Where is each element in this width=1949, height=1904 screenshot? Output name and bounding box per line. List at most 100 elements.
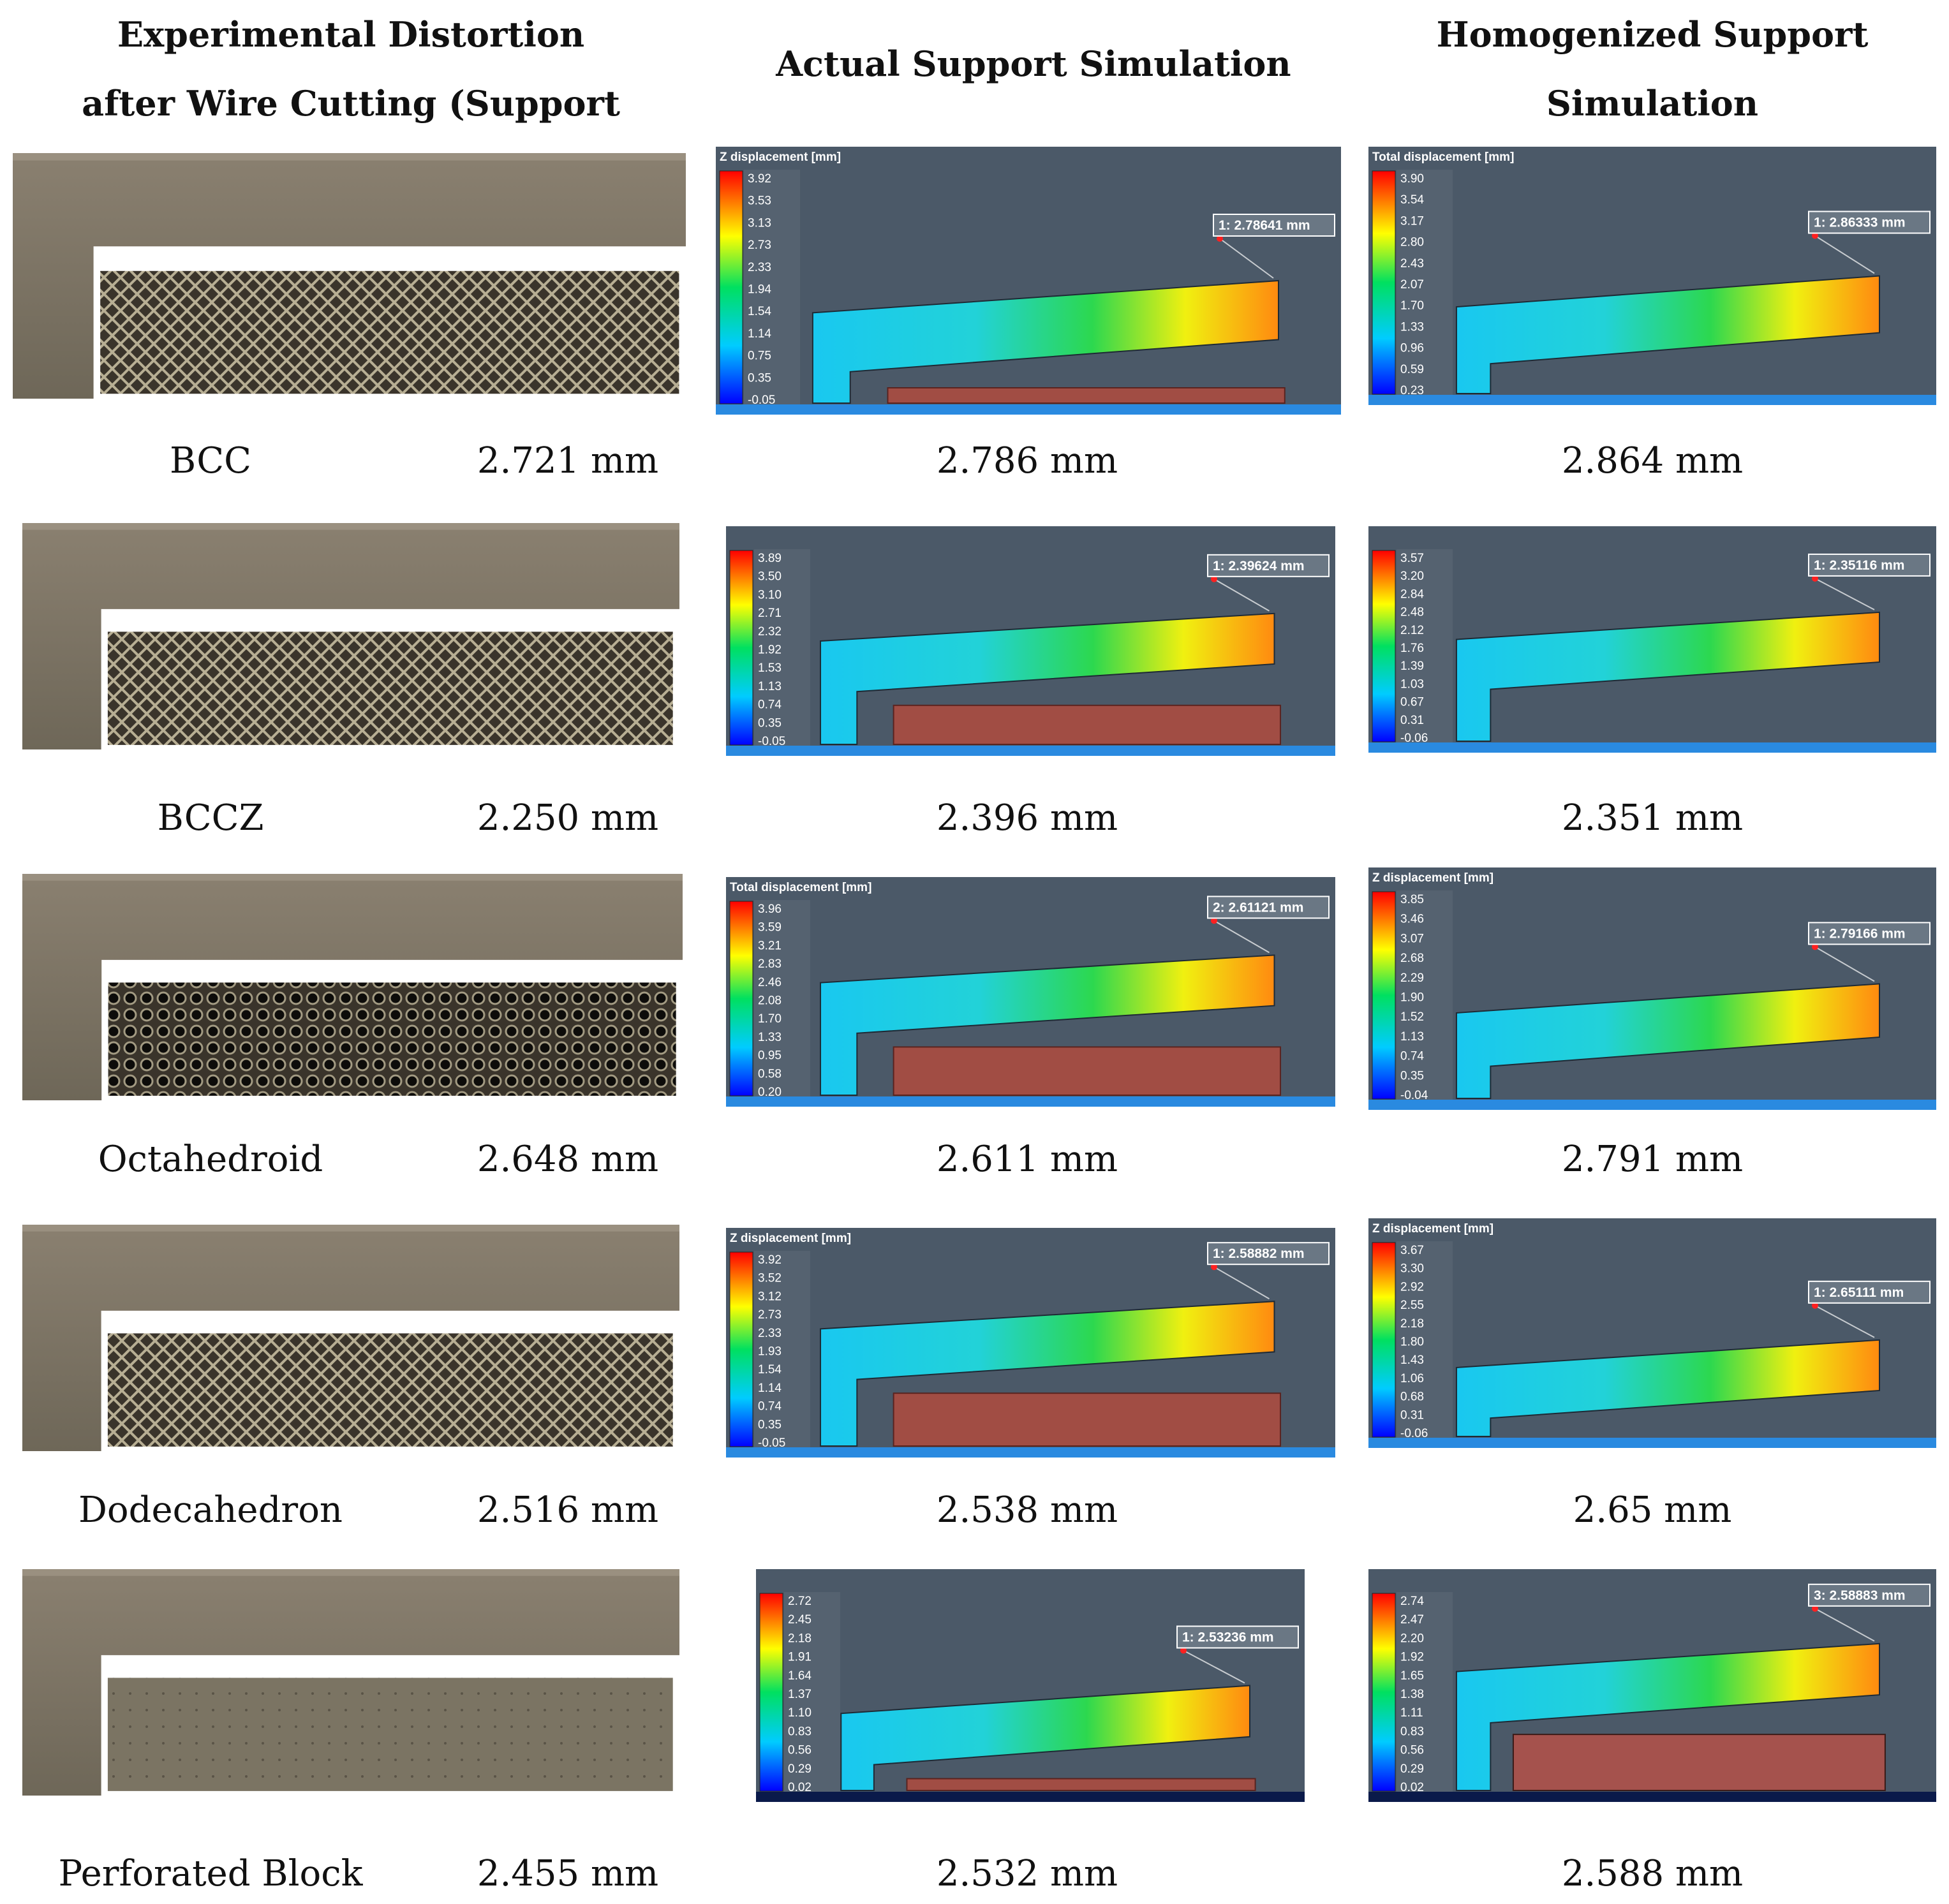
- homogenized-simulation-value: 2.351 mm: [1561, 797, 1744, 839]
- legend-tick-label: 1.14: [758, 1382, 782, 1395]
- legend-tick-label: 0.35: [758, 1418, 782, 1431]
- legend-tick-label: 1.65: [1400, 1669, 1424, 1683]
- legend-tick-label: 2.07: [1400, 278, 1424, 292]
- experimental-photo-frame: [22, 1569, 679, 1796]
- actual-support-simulation: 3.89 3.50 3.10 2.71 2.32 1.92 1.53 1.13 0.74 0.35…: [726, 526, 1335, 756]
- header-actual: Actual Support Simulation: [715, 29, 1352, 98]
- homogenized-support-simulation: Z displacement [mm] 3.85 3.46 3.07 2.68 2.29 1…: [1368, 867, 1936, 1110]
- table-row: Total displacement [mm] 3.96 3.59 3.21 2.83 2…: [0, 867, 1949, 1190]
- legend-tick-label: 3.96: [758, 903, 782, 916]
- legend-tick-label: 0.74: [758, 698, 782, 712]
- legend-tick-label: 1.37: [788, 1688, 811, 1701]
- probe-label: [1808, 922, 1930, 945]
- deformed-part: [820, 954, 1275, 1096]
- legend-tick-label: 0.58: [758, 1067, 782, 1081]
- experimental-photo-frame: [22, 1225, 679, 1451]
- legend-tick-label: 1.92: [758, 644, 782, 657]
- legend-tick-label: 2.74: [1400, 1595, 1424, 1608]
- legend-tick-label: 2.84: [1400, 587, 1424, 601]
- legend-tick-label: 1.91: [788, 1651, 811, 1664]
- probe-value: 2: 2.61121 mm: [1213, 900, 1303, 915]
- legend-tick-label: 1.53: [758, 661, 782, 675]
- legend-tick-label: 0.29: [788, 1762, 811, 1776]
- legend-tick-label: 3.07: [1400, 932, 1424, 945]
- legend-tick-label: -0.06: [1400, 732, 1428, 745]
- legend-tick-label: 2.18: [1400, 1317, 1424, 1331]
- color-scale-bar: [729, 901, 753, 1096]
- lattice-support: [107, 1333, 673, 1447]
- legend-tick-label: 0.96: [1400, 342, 1424, 355]
- actual-simulation-value: 2.786 mm: [936, 440, 1118, 482]
- legend-tick-label: 0.31: [1400, 714, 1424, 727]
- legend-tick-label: 1.52: [1400, 1010, 1424, 1024]
- legend-tick-label: 2.29: [1400, 971, 1424, 985]
- legend-tick-label: 1.80: [1400, 1336, 1424, 1349]
- legend-tick-label: 2.80: [1400, 236, 1424, 249]
- legend-tick-label: 0.59: [1400, 363, 1424, 376]
- experimental-photo-frame: [22, 523, 679, 749]
- experimental-photo: [22, 1569, 679, 1796]
- legend-tick-label: 1.06: [1400, 1372, 1424, 1385]
- legend-tick-label: 2.73: [748, 239, 771, 252]
- probe-label: [1207, 554, 1330, 577]
- printed-part: [22, 1569, 679, 1796]
- legend-tick-label: 3.85: [1400, 893, 1424, 906]
- legend-tick-label: 1.70: [758, 1012, 782, 1026]
- experimental-distortion-value: 2.648 mm: [477, 1139, 659, 1180]
- legend-tick-label: 0.23: [1400, 384, 1424, 397]
- deformed-part: [1455, 611, 1880, 742]
- lattice-support: [100, 270, 679, 394]
- legend-tick-label: 3.90: [1400, 172, 1424, 186]
- table-row: Z displacement [mm] 3.92 3.53 3.13 2.73 2.33 1…: [0, 147, 1949, 491]
- homogenized-simulation-value: 2.864 mm: [1561, 440, 1744, 482]
- legend-tick-label: 2.43: [1400, 257, 1424, 270]
- header-homogenized-line-2: Simulation: [1546, 83, 1759, 124]
- simulation-image: Z displacement [mm] 3.85 3.46 3.07 2.68 2.29 1…: [1368, 867, 1936, 1110]
- legend-tick-label: 2.12: [1400, 624, 1424, 637]
- color-scale-bar: [1372, 891, 1396, 1100]
- probe-label: [1176, 1625, 1299, 1649]
- legend-tick-label: 1.90: [1400, 991, 1424, 1005]
- legend-tick-label: 0.35: [1400, 1069, 1424, 1082]
- simulation-image: 3.57 3.20 2.84 2.48 2.12 1.76 1.39 1.03 0.67 0.31…: [1368, 526, 1936, 753]
- color-scale-bar: [729, 1251, 753, 1447]
- legend-tick-label: 2.83: [758, 957, 782, 971]
- deformed-part: [1455, 1339, 1880, 1437]
- legend-tick-label: 0.83: [1400, 1725, 1424, 1738]
- actual-support-simulation: Z displacement [mm] 3.92 3.53 3.13 2.73 2.33 1…: [716, 147, 1341, 415]
- legend-tick-label: 0.75: [748, 350, 771, 363]
- printed-part: [22, 523, 679, 749]
- experimental-photo: [22, 1225, 679, 1451]
- legend-title: Z displacement [mm]: [720, 151, 841, 164]
- simulation-image: 3.89 3.50 3.10 2.71 2.32 1.92 1.53 1.13 0.74 0.35…: [726, 526, 1335, 756]
- simulation-image: Z displacement [mm] 3.92 3.52 3.12 2.73 2.33 1…: [726, 1228, 1335, 1458]
- probe-value: 1: 2.78641 mm: [1219, 218, 1310, 233]
- support-structure: [893, 1046, 1282, 1096]
- support-type-label: Perforated Block: [58, 1853, 363, 1894]
- legend-tick-label: 2.08: [758, 994, 782, 1008]
- legend-tick-label: 0.35: [758, 716, 782, 730]
- color-scale-bar: [1372, 1242, 1396, 1438]
- legend-tick-label: 3.59: [758, 921, 782, 934]
- actual-support-simulation: Total displacement [mm] 3.96 3.59 3.21 2.83 2…: [726, 877, 1335, 1107]
- legend-title: Z displacement [mm]: [1372, 871, 1493, 885]
- homogenized-simulation-value: 2.791 mm: [1561, 1139, 1744, 1180]
- legend-title: Total displacement [mm]: [1372, 151, 1514, 164]
- legend-tick-label: 1.10: [788, 1706, 811, 1720]
- experimental-photo-frame: [22, 874, 683, 1100]
- header-actual-line-1: Actual Support Simulation: [776, 43, 1291, 84]
- legend-tick-label: -0.06: [1400, 1427, 1428, 1440]
- actual-support-simulation: Z displacement [mm] 3.92 3.52 3.12 2.73 2.33 1…: [726, 1228, 1335, 1458]
- probe-value: 3: 2.58883 mm: [1814, 1588, 1906, 1603]
- legend-tick-label: 0.56: [1400, 1744, 1424, 1757]
- printed-part: [13, 153, 686, 399]
- probe-value: 1: 2.35116 mm: [1814, 558, 1904, 573]
- legend-tick-label: 3.67: [1400, 1244, 1424, 1257]
- legend-tick-label: 3.10: [758, 588, 782, 601]
- table-row: 2.72 2.45 2.18 1.91 1.64 1.37 1.10 0.83 0.56 0.29…: [0, 1563, 1949, 1904]
- deformed-part: [840, 1685, 1250, 1791]
- legend-tick-label: 3.21: [758, 939, 782, 952]
- header-experimental: Experimental Distortion after Wire Cutti…: [0, 0, 702, 207]
- legend-tick-label: 2.33: [748, 261, 771, 274]
- homogenized-support-simulation: 3.57 3.20 2.84 2.48 2.12 1.76 1.39 1.03 0.67 0.31…: [1368, 526, 1936, 753]
